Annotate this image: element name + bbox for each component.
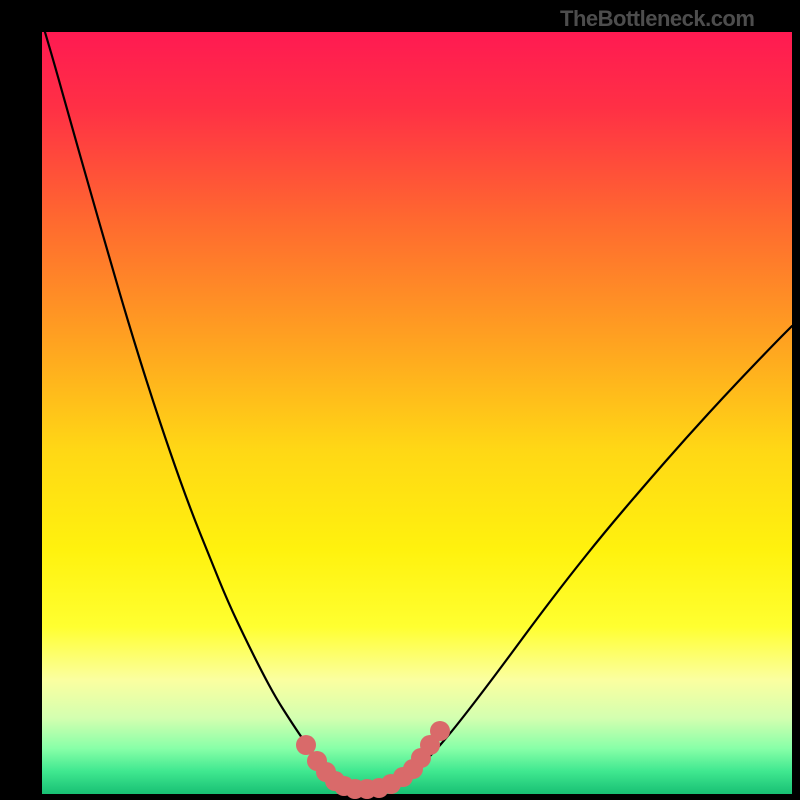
- chart-svg: [0, 0, 800, 800]
- chart-container: TheBottleneck.com: [0, 0, 800, 800]
- data-marker: [430, 721, 450, 741]
- plot-background: [42, 32, 792, 794]
- watermark-text: TheBottleneck.com: [560, 6, 754, 32]
